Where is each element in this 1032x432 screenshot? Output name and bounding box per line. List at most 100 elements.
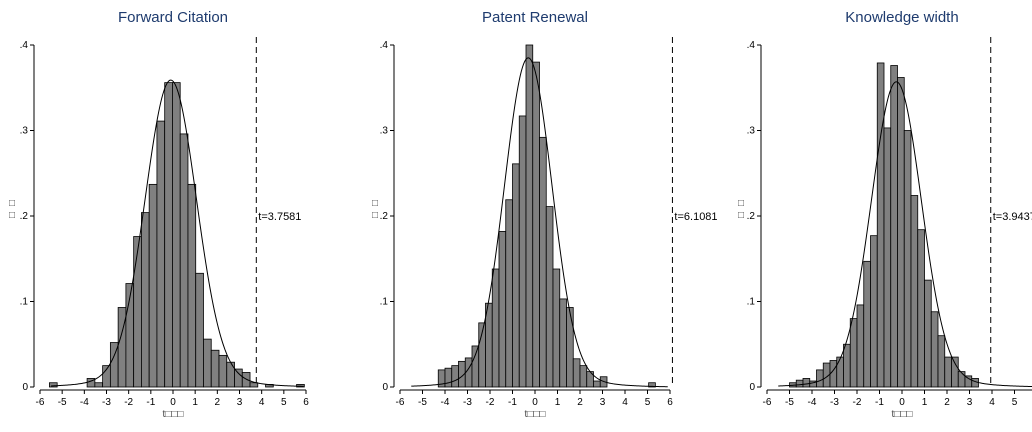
x-tick-label: -4 <box>808 397 817 408</box>
histogram-bar <box>552 268 561 388</box>
x-tick-label: -5 <box>418 397 427 408</box>
histogram-bar <box>485 302 493 388</box>
histogram-bar <box>897 77 905 388</box>
histogram-bar <box>539 136 547 388</box>
y-tick-label: .1 <box>380 297 389 308</box>
chart-panel-1: Forward Citation 0 .1 .2 .3 .4 □ □ -6 -5 -4 -3 -2 -1 0… <box>9 9 309 420</box>
x-tick-label: 4 <box>989 397 995 408</box>
histogram-bar <box>141 212 150 388</box>
y-axis-label: □ □ <box>738 198 744 221</box>
y-tick-label: .3 <box>380 126 389 137</box>
density-curve <box>411 57 668 388</box>
histogram-bar <box>172 82 181 388</box>
histogram-bar <box>203 338 212 388</box>
x-tick-label: 5 <box>645 397 651 408</box>
y-axis-label-line: □ <box>372 210 378 221</box>
histogram-bar <box>910 195 919 388</box>
histogram-bar <box>148 183 158 388</box>
histogram-bar <box>471 345 480 388</box>
x-tick-label: 0 <box>170 397 176 408</box>
histogram-bar <box>179 133 189 388</box>
x-tick-label: 1 <box>192 397 198 408</box>
x-tick-label: 0 <box>532 397 538 408</box>
histogram-bar <box>133 236 142 388</box>
density-curve <box>51 79 304 387</box>
histogram-bar <box>241 372 251 388</box>
histogram-bar <box>903 130 912 388</box>
histogram-bar <box>505 199 513 388</box>
t-statistic-label: t=3.7581 <box>258 211 301 223</box>
y-axis-label-line: □ <box>9 210 15 221</box>
histogram-bar <box>525 44 534 388</box>
x-tick-label: 2 <box>215 397 221 408</box>
y-axis-label: □ □ <box>9 198 15 221</box>
histogram-bar <box>964 375 973 388</box>
t-statistic-label: t=6.1081 <box>674 211 717 223</box>
histogram-bar <box>512 163 520 388</box>
x-tick-label: 3 <box>967 397 973 408</box>
x-tick-label: -4 <box>441 397 450 408</box>
x-tick-label: 1 <box>555 397 561 408</box>
density-curve <box>778 81 1032 388</box>
chart-title: Patent Renewal <box>482 9 588 26</box>
x-tick-label: 3 <box>600 397 606 408</box>
histogram-bar <box>234 368 243 388</box>
y-tick-label: .2 <box>380 211 389 222</box>
histogram-bar <box>566 307 574 388</box>
x-tick-label: 5 <box>281 397 287 408</box>
chart-title: Forward Citation <box>118 9 228 26</box>
x-tick-label: 6 <box>667 397 673 408</box>
x-axis-label: t□□□ <box>163 409 184 420</box>
x-tick-label: 4 <box>622 397 628 408</box>
histogram-bar <box>795 379 804 388</box>
histogram-bar <box>856 304 865 388</box>
x-tick-label: 5 <box>1012 397 1018 408</box>
x-tick-label: -5 <box>785 397 794 408</box>
y-tick-label: .3 <box>747 126 756 137</box>
x-tick-label: -4 <box>80 397 89 408</box>
histogram-bar <box>951 356 959 388</box>
histogram-bar <box>843 343 851 388</box>
y-axis-label-line: □ <box>738 210 744 221</box>
x-tick-label: -2 <box>486 397 495 408</box>
histogram-bar <box>498 230 507 388</box>
histogram-bar <box>870 235 878 388</box>
x-tick-label: 3 <box>237 397 243 408</box>
histogram-bar <box>226 361 235 388</box>
x-tick-label: 0 <box>899 397 905 408</box>
histogram-bar <box>816 369 824 388</box>
histogram-bar <box>117 307 127 388</box>
y-tick-label: .2 <box>20 211 29 222</box>
histogram-bar <box>532 61 540 388</box>
histogram-bar <box>924 279 932 388</box>
x-tick-label: 2 <box>944 397 950 408</box>
histogram-bar <box>957 371 966 388</box>
histogram-bar <box>491 268 500 388</box>
x-tick-label: -2 <box>853 397 862 408</box>
y-tick-label: .1 <box>20 297 29 308</box>
x-tick-label: -6 <box>396 397 405 408</box>
x-tick-label: 2 <box>577 397 583 408</box>
histogram-bar <box>49 382 58 388</box>
x-tick-label: 1 <box>922 397 928 408</box>
histogram-bar <box>802 378 811 388</box>
x-tick-label: 6 <box>303 397 309 408</box>
histogram-bar <box>545 206 554 388</box>
x-tick-label: 4 <box>259 397 265 408</box>
histogram-bar <box>944 356 952 388</box>
histogram-bar <box>249 382 259 388</box>
y-tick-label: .4 <box>20 40 29 51</box>
t-statistic-label: t=3.9437 <box>993 211 1032 223</box>
y-tick-label: .1 <box>747 297 756 308</box>
y-tick-label: 0 <box>382 382 388 393</box>
chart-panel-2: Patent Renewal 0 .1 .2 .3 .4 □ □ -6 -5 -4 -3 -2 -1 0 1 2… <box>372 9 718 420</box>
y-tick-label: 0 <box>749 382 755 393</box>
histogram-bar <box>579 365 588 388</box>
x-tick-label: -1 <box>508 397 517 408</box>
histogram-bar <box>164 82 173 388</box>
x-tick-label: -3 <box>463 397 472 408</box>
chart-title: Knowledge width <box>845 9 958 26</box>
histogram-bar <box>94 382 104 388</box>
